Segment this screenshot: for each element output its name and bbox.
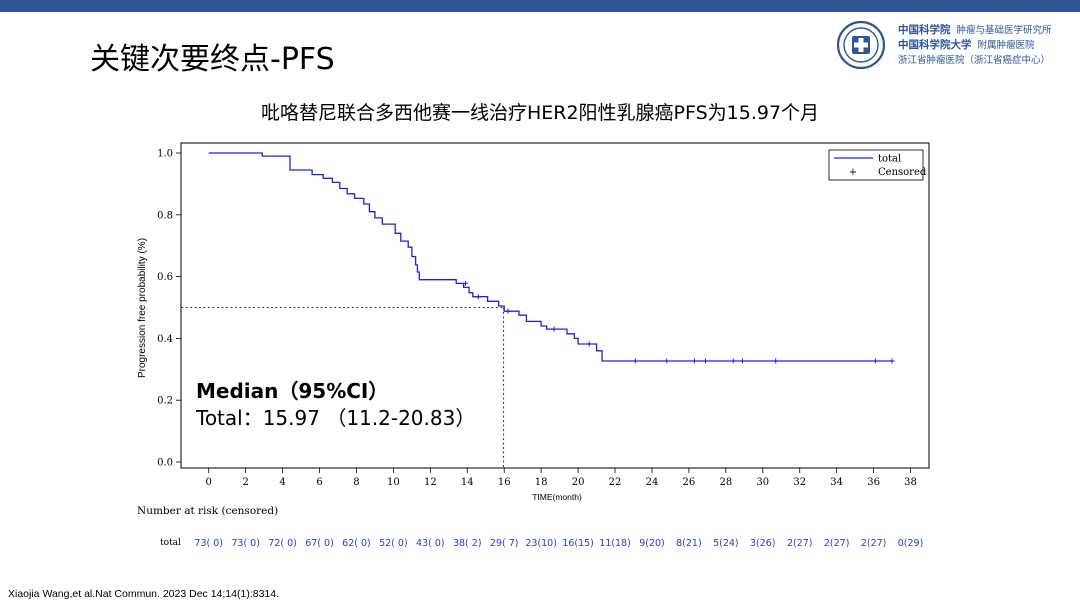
y-tick-label: 0.8 [157,210,173,221]
risk-table-value: 73( 0) [231,538,260,549]
logo-line2-cn: 中国科学院大学 [898,39,972,51]
risk-table-value: 73( 0) [194,538,223,549]
risk-table-title: Number at risk (censored) [137,505,278,517]
risk-table-value: 72( 0) [268,538,297,549]
plot-frame [180,142,930,469]
x-tick-label: 0 [206,477,212,488]
risk-table-value: 62( 0) [342,538,371,549]
risk-table-value: 16(15) [562,538,594,549]
censored-mark [703,358,709,364]
x-tick-label: 34 [830,477,843,488]
median-value: Total：15.97 （11.2-20.83） [196,406,476,430]
risk-table-values: 73( 0) 73( 0) 72( 0) 67( 0) 62( 0) 52( 0) 43( … [194,538,923,549]
x-tick-label: 16 [498,477,511,488]
risk-table-value: 3(26) [750,538,776,549]
censored-mark [632,358,638,364]
risk-table-value: 29( 7) [490,538,519,549]
x-axis-label: TIME(month) [532,492,582,502]
legend-censored-mark: + [849,167,857,178]
risk-table-value: 2(27) [787,538,813,549]
risk-table-value: 23(10) [525,538,557,549]
x-tick-label: 6 [316,477,322,488]
x-tick-label: 30 [756,477,769,488]
median-annotation: Median（95%CI） Total：15.97 （11.2-20.83） [196,378,475,432]
logo-line1: 肿瘤与基础医学研究所 [956,25,1052,36]
slide-title: 关键次要终点-PFS [90,42,335,77]
logo-line3: 浙江省肿瘤医院（浙江省癌症中心） [898,55,1051,66]
legend: total + Censored [828,149,927,181]
x-tick-label: 20 [572,477,585,488]
risk-table-value: 2(27) [824,538,850,549]
risk-table-row-label: total [160,538,181,548]
y-tick-label: 0.2 [157,396,173,407]
risk-table-value: 52( 0) [379,538,408,549]
risk-table-value: 43( 0) [416,538,445,549]
censored-mark [691,358,697,364]
censored-mark [889,358,895,364]
risk-table-value: 0(29) [898,538,924,549]
y-axis-label: Progression free probability (%) [137,238,148,378]
risk-table-value: 8(21) [676,538,702,549]
axes: 0 2 4 6 8 10 12 14 16 18 20 22 24 26 28 30 32 34 36 380.00.… [157,149,917,489]
x-tick-label: 28 [719,477,732,488]
x-tick-label: 2 [242,477,248,488]
y-tick-label: 0.0 [157,458,173,469]
x-tick-label: 38 [904,477,917,488]
y-tick-label: 0.4 [157,334,173,345]
risk-table-value: 2(27) [861,538,887,549]
x-tick-label: 14 [461,477,474,488]
x-tick-label: 24 [646,477,659,488]
x-tick-label: 4 [279,477,285,488]
y-tick-label: 0.6 [157,272,173,283]
x-tick-label: 18 [535,477,548,488]
censored-mark [730,358,736,364]
censored-mark [586,341,592,347]
x-tick-label: 22 [609,477,622,488]
x-tick-label: 26 [683,477,696,488]
x-tick-label: 32 [793,477,806,488]
x-tick-label: 12 [424,477,437,488]
censored-mark [773,358,779,364]
censored-mark [475,294,481,300]
risk-table-value: 11(18) [599,538,631,549]
censored-mark [664,358,670,364]
logo-line2: 附属肿瘤医院 [977,40,1035,51]
x-tick-label: 10 [387,477,400,488]
censored-mark [551,326,557,332]
survival-series [208,152,895,364]
censored-mark [739,358,745,364]
logo-line1-cn: 中国科学院 [898,24,951,36]
risk-table-value: 67( 0) [305,538,334,549]
censored-mark [505,308,511,314]
y-tick-label: 1.0 [157,149,173,160]
institution-logo: 中国科学院 肿瘤与基础医学研究所 中国科学院大学 附属肿瘤医院 浙江省肿瘤医院（浙江… [836,20,1076,72]
citation: Xiaojia Wang,et al.Nat Commun. 2023 Dec … [8,588,280,600]
logo-text: 中国科学院 肿瘤与基础医学研究所 中国科学院大学 附属肿瘤医院 浙江省肿瘤医院（浙江… [898,23,1052,68]
median-heading: Median（95%CI） [196,379,389,403]
survival-curve-total [208,152,893,362]
censored-mark [462,280,468,286]
risk-table-value: 38( 2) [453,538,482,549]
legend-entry-censored: Censored [878,167,927,178]
risk-table-value: 9(20) [639,538,665,549]
hospital-seal-icon [836,20,886,70]
legend-entry-total: total [878,154,901,165]
x-tick-label: 36 [867,477,880,488]
risk-table-value: 5(24) [713,538,739,549]
x-tick-label: 8 [353,477,359,488]
legend-box [828,149,924,181]
chart-subtitle: 吡咯替尼联合多西他赛一线治疗HER2阳性乳腺癌PFS为15.97个月 [260,102,820,124]
top-accent-bar [0,0,1080,12]
censored-mark [872,358,878,364]
